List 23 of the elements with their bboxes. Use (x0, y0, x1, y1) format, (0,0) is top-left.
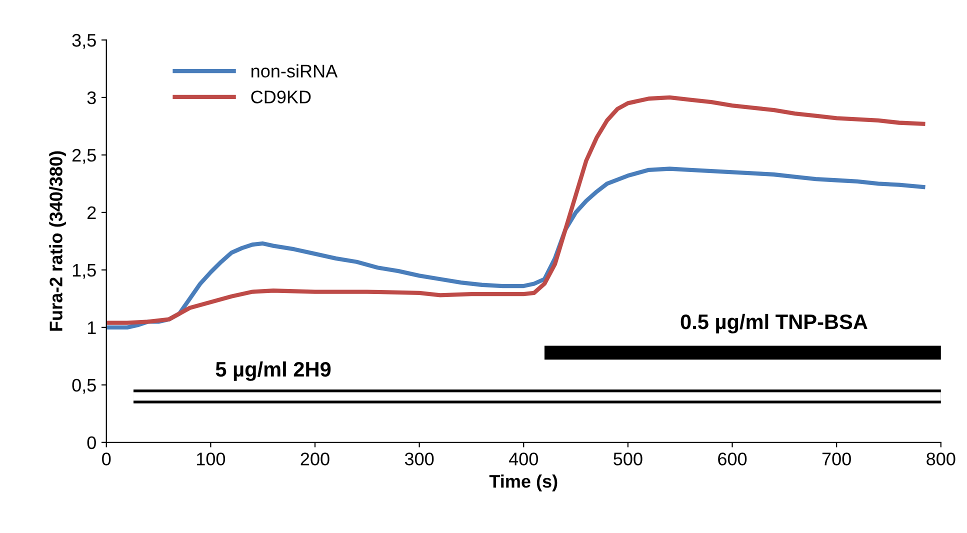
y-tick-label: 3 (87, 91, 96, 104)
y-tick-label: 1,5 (72, 264, 96, 279)
x-tick-label: 400 (508, 452, 538, 466)
annotation: 5 µg/ml 2H9 (216, 361, 331, 381)
y-tick-label: 0 (87, 436, 96, 450)
y-tick-label: 0,5 (72, 378, 96, 394)
x-tick-label: 300 (404, 452, 434, 466)
legend-label: CD9KD (251, 90, 311, 104)
y-tick-label: 1 (88, 322, 96, 334)
annotation: 0.5 µg/ml TNP-BSA (680, 314, 868, 334)
x-tick-label: 800 (926, 452, 956, 466)
x-tick-label: 100 (197, 452, 226, 466)
x-tick-label: 600 (718, 452, 747, 466)
legend-label: non-siRNA (252, 64, 338, 78)
y-tick-label: 3,5 (72, 34, 96, 49)
x-tick-label: 500 (614, 452, 642, 466)
y-tick-label: 2,5 (72, 148, 96, 164)
x-axis-title: Time (s) (489, 474, 558, 492)
x-tick-label: 200 (300, 452, 330, 466)
x-tick-label: 700 (822, 452, 851, 466)
y-axis-title: Fura-2 ratio (340/380) (49, 151, 66, 331)
y-tick-label: 2 (88, 206, 96, 219)
x-tick-label: 0 (102, 452, 111, 466)
